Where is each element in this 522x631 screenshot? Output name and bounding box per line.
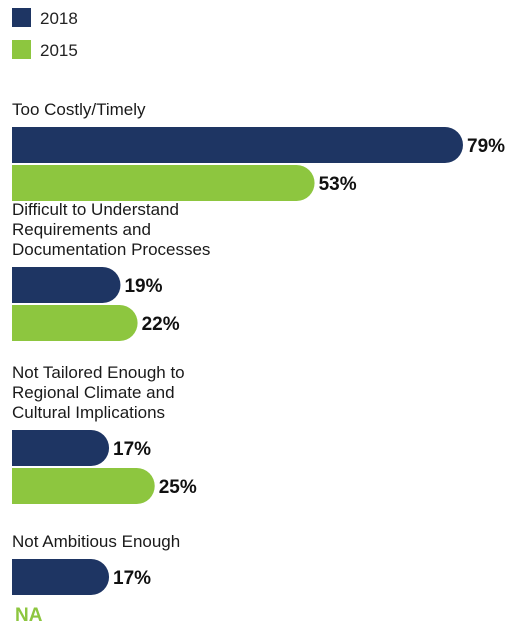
value-label: 17%: [113, 439, 151, 460]
category-label-line: Documentation Processes: [12, 240, 210, 259]
value-label: 19%: [124, 276, 162, 297]
legend-label-2015: 2015: [40, 41, 78, 60]
bar-2015: [12, 468, 155, 504]
category-label-line: Not Ambitious Enough: [12, 532, 180, 551]
bar-2018: [12, 267, 121, 303]
category-label-line: Regional Climate and: [12, 383, 175, 402]
value-label-na: NA: [15, 605, 43, 626]
value-label: 22%: [142, 314, 180, 335]
value-label: 17%: [113, 568, 151, 589]
bar-2018: [12, 559, 110, 595]
legend-label-2018: 2018: [40, 9, 78, 28]
category-label-line: Requirements and: [12, 220, 151, 239]
legend-swatch-2015: [12, 40, 31, 59]
bar-2018: [12, 127, 463, 163]
value-label: 79%: [467, 136, 505, 157]
category-label-line: Cultural Implications: [12, 403, 165, 422]
category-label-line: Not Tailored Enough to: [12, 363, 185, 382]
legend-swatch-2018: [12, 8, 31, 27]
value-label: 53%: [319, 174, 357, 195]
bar-2018: [12, 430, 110, 466]
bar-2015: [12, 305, 138, 341]
category-label-line: Difficult to Understand: [12, 200, 179, 219]
bar-2015: [12, 165, 315, 201]
category-label-line: Too Costly/Timely: [12, 100, 146, 119]
value-label: 25%: [159, 477, 197, 498]
